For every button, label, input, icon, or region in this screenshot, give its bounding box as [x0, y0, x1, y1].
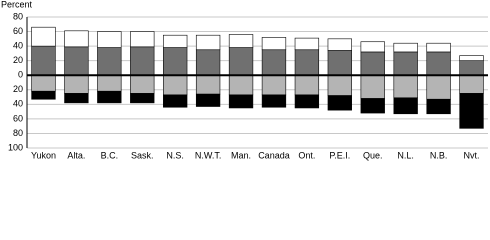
bar-segment: [360, 74, 385, 99]
x-tick-label: P.E.I.: [329, 150, 350, 160]
bar-segment: [261, 94, 287, 108]
x-tick-label: N.B.: [430, 150, 448, 160]
bar-segment: [195, 74, 221, 95]
bar-segment: [163, 34, 188, 48]
y-tick-label: 60: [13, 26, 23, 36]
bar-segment: [393, 97, 418, 115]
y-tick-label: 60: [13, 113, 23, 123]
bar-segment: [195, 49, 221, 76]
bar-segment: [360, 98, 385, 114]
bar-segment: [459, 60, 484, 76]
bar-segment: [64, 93, 89, 104]
bar-segment: [294, 74, 320, 96]
y-tick-label: 0: [18, 70, 23, 80]
bar-segment: [228, 34, 254, 48]
bar-segment: [31, 90, 56, 100]
y-tick-label: 40: [13, 99, 23, 109]
bar-segment: [327, 50, 352, 76]
bar-segment: [31, 26, 56, 47]
bar-segment: [97, 90, 122, 104]
bar-segment: [97, 31, 122, 48]
bar-segment: [195, 93, 221, 107]
bar-segment: [228, 47, 254, 76]
bar-segment: [294, 37, 320, 51]
bar-segment: [228, 74, 254, 96]
bar-segment: [261, 37, 287, 51]
bar-segment: [426, 98, 451, 115]
bar-segment: [459, 93, 484, 129]
bar-segment: [97, 74, 122, 92]
bar-segment: [31, 74, 56, 92]
x-tick-label: Man.: [231, 150, 251, 160]
bar-segment: [64, 74, 89, 94]
bar-segment: [426, 42, 451, 53]
bar-segment: [228, 94, 254, 109]
bar-segment: [294, 94, 320, 109]
bar-segment: [130, 74, 155, 94]
y-tick-label: 20: [13, 55, 23, 65]
bar-segment: [393, 51, 418, 76]
y-tick-label: 40: [13, 40, 23, 50]
bar-segment: [426, 51, 451, 76]
x-tick-label: Yukon: [31, 150, 56, 160]
bar-segment: [261, 49, 287, 76]
bar-segment: [130, 46, 155, 76]
bar-segment: [163, 74, 188, 96]
x-tick-label: Nvt.: [464, 150, 480, 160]
bar-segment: [64, 30, 89, 48]
bar-segment: [195, 34, 221, 51]
x-tick-label: B.C.: [101, 150, 119, 160]
bar-segment: [294, 49, 320, 76]
x-tick-label: N.S.: [166, 150, 184, 160]
y-tick-label: 100: [8, 142, 23, 152]
bar-segment: [97, 47, 122, 76]
bar-segment: [360, 51, 385, 76]
bar-segment: [459, 74, 484, 94]
bar-segment: [261, 74, 287, 96]
bar-segment: [327, 95, 352, 111]
bar-segment: [163, 47, 188, 76]
bar-segment: [360, 41, 385, 53]
bar-segment: [327, 38, 352, 51]
bar-segment: [130, 93, 155, 104]
x-tick-label: Sask.: [131, 150, 154, 160]
bar-segment: [459, 55, 484, 61]
y-axis-label: Percent: [1, 0, 33, 9]
x-tick-label: Alta.: [67, 150, 85, 160]
x-tick-label: N.L.: [397, 150, 414, 160]
x-tick-label: Ont.: [298, 150, 315, 160]
bar-segment: [163, 94, 188, 108]
bar-segment: [64, 46, 89, 76]
bar-segment: [327, 74, 352, 96]
bar-segment: [426, 74, 451, 100]
x-tick-label: Canada: [258, 150, 290, 160]
x-tick-label: Que.: [363, 150, 383, 160]
x-tick-label: N.W.T.: [195, 150, 222, 160]
y-tick-label: 80: [13, 128, 23, 138]
bar-segment: [393, 74, 418, 99]
bar-segment: [130, 31, 155, 48]
bar-segment: [393, 42, 418, 53]
y-tick-label: 80: [13, 11, 23, 21]
chart: Percent 80 60 40 20 0 20 40 60 80 100 Yukon Alta. B.…: [1, 0, 488, 160]
y-tick-label: 20: [13, 84, 23, 94]
bar-segment: [31, 45, 56, 76]
